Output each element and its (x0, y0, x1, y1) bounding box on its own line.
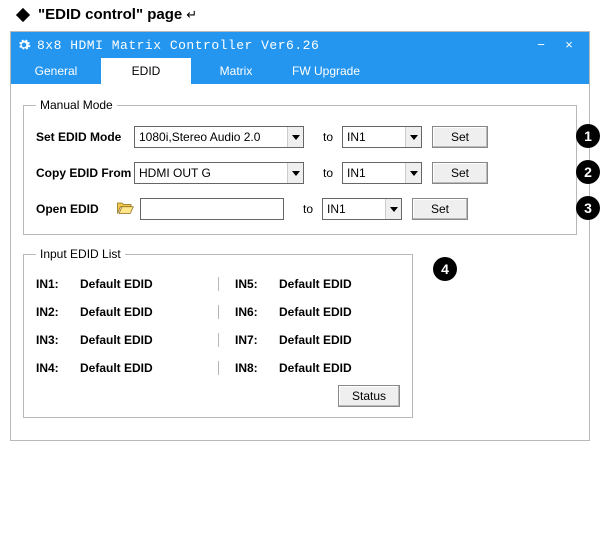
input-edid-list-legend: Input EDID List (36, 247, 125, 261)
chevron-down-icon (405, 163, 421, 183)
select-set-mode-target-value: IN1 (347, 130, 366, 144)
edid-key: IN7: (235, 333, 279, 347)
open-edid-set-button[interactable]: Set (412, 198, 468, 220)
callout-2: 2 (576, 160, 600, 184)
status-row: Status (36, 385, 400, 407)
copy-from-set-button[interactable]: Set (432, 162, 488, 184)
content-area: Manual Mode Set EDID Mode 1080i,Stereo A… (11, 84, 589, 440)
callout-3: 3 (576, 196, 600, 220)
row-open-edid: Open EDID to IN1 Set 3 (36, 198, 564, 220)
gear-icon (17, 38, 31, 52)
tab-matrix[interactable]: Matrix (191, 58, 281, 84)
chevron-down-icon (287, 127, 303, 147)
edid-cell-in5: IN5: Default EDID (218, 277, 400, 291)
select-open-edid-target[interactable]: IN1 (322, 198, 402, 220)
edid-val: Default EDID (80, 361, 153, 375)
folder-open-icon[interactable] (116, 200, 134, 218)
label-copy-edid-from: Copy EDID From (36, 166, 134, 180)
callout-1: 1 (576, 124, 600, 148)
edid-key: IN4: (36, 361, 80, 375)
chevron-down-icon (287, 163, 303, 183)
edid-cell-in7: IN7: Default EDID (218, 333, 400, 347)
label-to-3: to (294, 202, 322, 216)
return-glyph: ↵ (186, 7, 197, 23)
edid-val: Default EDID (80, 277, 153, 291)
edid-key: IN3: (36, 333, 80, 347)
open-edid-path-input[interactable] (140, 198, 284, 220)
window-title: 8x8 HDMI Matrix Controller Ver6.26 (37, 38, 319, 53)
chevron-down-icon (405, 127, 421, 147)
edid-val: Default EDID (279, 333, 352, 347)
select-open-edid-target-value: IN1 (327, 202, 346, 216)
select-copy-from-target-value: IN1 (347, 166, 366, 180)
edid-val: Default EDID (279, 277, 352, 291)
input-edid-list-group: Input EDID List IN1: Default EDID IN5: D… (23, 247, 413, 418)
set-mode-button[interactable]: Set (432, 126, 488, 148)
callout-4: 4 (433, 257, 457, 281)
tab-edid[interactable]: EDID (101, 58, 191, 84)
row-copy-edid-from: Copy EDID From HDMI OUT G to IN1 Set 2 (36, 162, 564, 184)
select-edid-mode[interactable]: 1080i,Stereo Audio 2.0 (134, 126, 304, 148)
select-copy-from[interactable]: HDMI OUT G (134, 162, 304, 184)
edid-key: IN2: (36, 305, 80, 319)
edid-key: IN5: (235, 277, 279, 291)
edid-cell-in3: IN3: Default EDID (36, 333, 218, 347)
tab-general[interactable]: General (11, 58, 101, 84)
edid-val: Default EDID (279, 305, 352, 319)
label-to-1: to (314, 130, 342, 144)
minimize-button[interactable]: − (527, 32, 555, 58)
edid-key: IN6: (235, 305, 279, 319)
select-edid-mode-value: 1080i,Stereo Audio 2.0 (139, 130, 260, 144)
tab-bar: General EDID Matrix FW Upgrade (11, 58, 589, 84)
close-button[interactable]: × (555, 32, 583, 58)
chevron-down-icon (385, 199, 401, 219)
label-set-edid-mode: Set EDID Mode (36, 130, 134, 144)
bullet-diamond-icon (16, 7, 30, 21)
edid-cell-in6: IN6: Default EDID (218, 305, 400, 319)
edid-cell-in8: IN8: Default EDID (218, 361, 400, 375)
select-copy-from-target[interactable]: IN1 (342, 162, 422, 184)
edid-val: Default EDID (80, 333, 153, 347)
manual-mode-legend: Manual Mode (36, 98, 117, 112)
status-button[interactable]: Status (338, 385, 400, 407)
select-set-mode-target[interactable]: IN1 (342, 126, 422, 148)
titlebar: 8x8 HDMI Matrix Controller Ver6.26 − × (11, 32, 589, 58)
edid-val: Default EDID (80, 305, 153, 319)
input-list-wrap: Input EDID List IN1: Default EDID IN5: D… (23, 247, 577, 430)
row-set-edid-mode: Set EDID Mode 1080i,Stereo Audio 2.0 to … (36, 126, 564, 148)
edid-cell-in4: IN4: Default EDID (36, 361, 218, 375)
select-copy-from-value: HDMI OUT G (139, 166, 211, 180)
tab-fw-upgrade[interactable]: FW Upgrade (281, 58, 371, 84)
edid-key: IN1: (36, 277, 80, 291)
app-window: 8x8 HDMI Matrix Controller Ver6.26 − × G… (10, 31, 590, 441)
manual-mode-group: Manual Mode Set EDID Mode 1080i,Stereo A… (23, 98, 577, 235)
edid-val: Default EDID (279, 361, 352, 375)
edid-key: IN8: (235, 361, 279, 375)
edid-grid: IN1: Default EDID IN5: Default EDID IN2:… (36, 277, 400, 375)
page-section-header: "EDID control" page ↵ (0, 0, 600, 31)
label-open-edid: Open EDID (36, 202, 110, 216)
page-section-title: "EDID control" page (38, 6, 182, 23)
label-to-2: to (314, 166, 342, 180)
edid-cell-in1: IN1: Default EDID (36, 277, 218, 291)
edid-cell-in2: IN2: Default EDID (36, 305, 218, 319)
